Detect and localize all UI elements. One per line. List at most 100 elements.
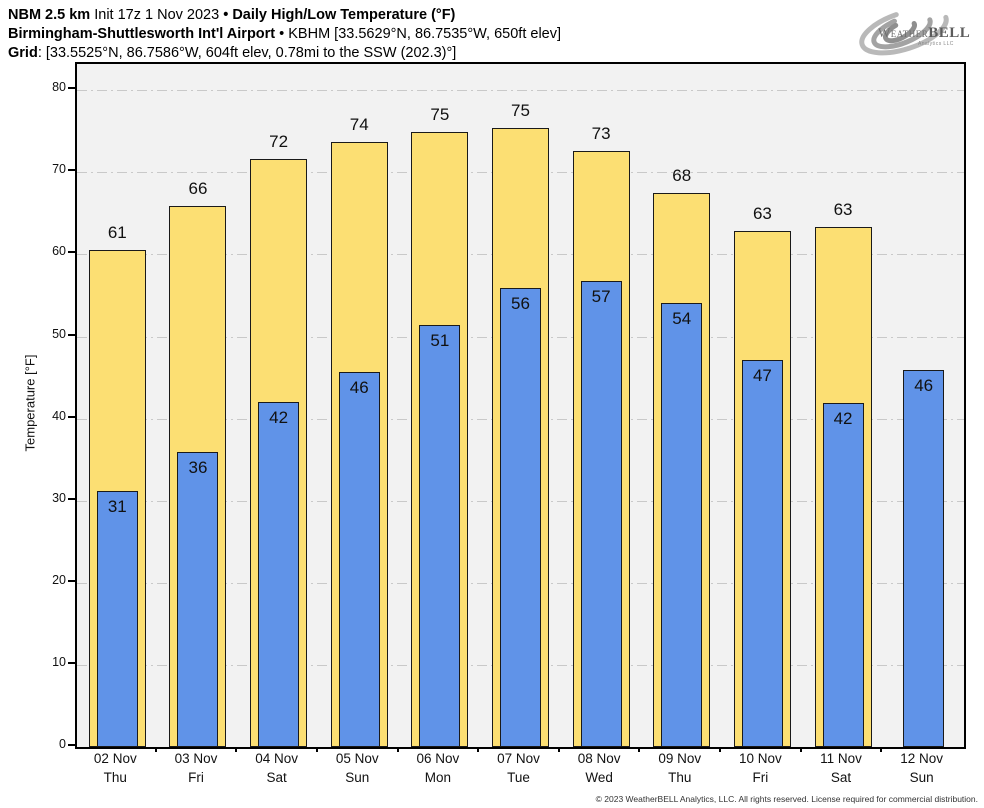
high-bar-label: 66 <box>188 179 208 199</box>
chart-header: NBM 2.5 km Init 17z 1 Nov 2023 • Daily H… <box>8 6 561 63</box>
x-tick-mark <box>477 747 480 752</box>
low-bar <box>177 452 219 747</box>
low-bar-label: 42 <box>269 408 289 428</box>
grid-details: : [33.5525°N, 86.7586°W, 604ft elev, 0.7… <box>37 45 457 61</box>
station-details: KBHM [33.5629°N, 86.7535°W, 650ft elev] <box>288 26 562 42</box>
y-tick-mark <box>68 579 75 582</box>
high-bar-label: 74 <box>349 115 369 134</box>
x-label-day: Thu <box>668 770 692 785</box>
x-label-day: Tue <box>507 770 530 785</box>
x-label-day: Sat <box>830 770 852 785</box>
logo-subtext: Analytics LLC <box>918 41 954 47</box>
x-label-day: Sat <box>266 770 287 785</box>
y-tick-label: 0 <box>59 737 66 751</box>
init-time: Init 17z 1 Nov 2023 <box>94 7 220 23</box>
high-bar-label: 75 <box>430 105 450 125</box>
y-tick-label: 10 <box>52 654 66 669</box>
y-tick-mark <box>68 251 75 254</box>
copyright-text: © 2023 WeatherBELL Analytics, LLC. All r… <box>595 794 978 804</box>
high-bar-label: 72 <box>269 132 289 152</box>
x-label-day: Sun <box>345 770 370 785</box>
low-bar-label: 47 <box>752 366 772 386</box>
high-bar-label: 68 <box>672 165 692 185</box>
y-tick-mark <box>68 497 75 500</box>
low-bar <box>338 371 380 747</box>
y-tick-label: 40 <box>52 408 66 423</box>
grid-label: Grid <box>8 45 38 61</box>
x-tick-mark <box>638 747 641 752</box>
x-tick-mark <box>557 747 560 752</box>
x-label-date: 05 Nov <box>335 751 379 766</box>
high-bar-label: 61 <box>107 222 127 242</box>
x-tick-mark <box>719 747 722 752</box>
low-bar-label: 46 <box>349 377 369 397</box>
station-name: Birmingham-Shuttlesworth Int'l Airport <box>8 26 276 42</box>
low-bar <box>419 325 461 747</box>
low-bar <box>580 280 622 747</box>
x-label-date: 11 Nov <box>820 751 862 766</box>
logo-swirl-icon <box>859 6 949 56</box>
x-tick-mark <box>315 747 318 752</box>
low-bar <box>258 402 300 747</box>
y-tick-label: 30 <box>52 490 66 505</box>
x-label-date: 03 Nov <box>174 751 218 766</box>
y-tick-label: 20 <box>52 572 66 587</box>
low-bar-label: 54 <box>672 308 692 328</box>
header-line-1: NBM 2.5 km Init 17z 1 Nov 2023 • Daily H… <box>8 6 561 25</box>
y-tick-mark <box>68 333 75 336</box>
y-tick-label: 70 <box>52 162 66 177</box>
low-bar <box>500 288 541 747</box>
y-axis-title: Temperature [°F] <box>22 354 38 452</box>
y-tick-mark <box>68 661 75 664</box>
y-tick-label: 80 <box>52 80 66 95</box>
x-label-date: 12 Nov <box>900 751 944 766</box>
low-bar-label: 31 <box>107 496 127 516</box>
x-label-day: Fri <box>188 770 204 785</box>
low-bar-label: 46 <box>914 376 934 396</box>
low-bar-label: 51 <box>430 331 450 351</box>
low-bar <box>903 370 945 747</box>
plot-area: 61 66 72 74 75 75 73 68 63 63 31 36 42 46 51 56 57 54 47 42… <box>75 62 966 749</box>
x-tick-mark <box>235 747 238 752</box>
x-tick-mark <box>880 747 883 752</box>
x-label-date: 04 Nov <box>255 751 298 766</box>
logo-weather-text: Weather <box>878 25 929 40</box>
x-label-day: Thu <box>103 770 127 785</box>
logo-bell-text: BELL <box>928 25 971 41</box>
y-tick-label: 50 <box>52 326 66 341</box>
low-bar-label: 42 <box>833 409 853 429</box>
x-tick-mark <box>396 747 399 752</box>
x-label-date: 06 Nov <box>416 751 460 766</box>
x-label-date: 08 Nov <box>577 751 621 766</box>
low-bar-label: 36 <box>188 458 208 478</box>
low-bar-label: 57 <box>591 286 611 306</box>
low-bar <box>661 302 703 747</box>
x-label-day: Mon <box>424 770 451 785</box>
header-line-3: Grid: [33.5525°N, 86.7586°W, 604ft elev,… <box>8 44 561 63</box>
x-label-day: Fri <box>752 770 769 785</box>
low-bar <box>741 360 783 747</box>
x-label-date: 02 Nov <box>93 751 137 766</box>
low-bar-label: 56 <box>511 294 530 314</box>
low-bar <box>96 490 138 747</box>
bullet-icon: • <box>223 7 229 23</box>
y-tick-mark <box>68 169 75 172</box>
x-label-date: 10 Nov <box>739 751 782 766</box>
x-label-day: Sun <box>909 770 934 785</box>
y-tick-mark <box>68 744 75 746</box>
high-bar-label: 63 <box>833 199 853 219</box>
y-tick-mark <box>68 415 75 418</box>
x-label-date: 09 Nov <box>658 751 702 766</box>
y-tick-label: 60 <box>52 244 66 259</box>
page-title: Daily High/Low Temperature (°F) <box>232 7 456 23</box>
header-line-2: Birmingham-Shuttlesworth Int'l Airport •… <box>8 25 561 44</box>
y-tick-mark <box>68 87 75 90</box>
low-bar <box>822 403 864 747</box>
model-name: NBM 2.5 km <box>8 7 91 23</box>
weatherbell-logo: WeatherBELL Analytics LLC <box>850 4 978 58</box>
logo-wordmark: WeatherBELL <box>878 24 970 42</box>
high-bar-label: 75 <box>511 101 530 121</box>
bullet-icon: • <box>279 26 285 42</box>
